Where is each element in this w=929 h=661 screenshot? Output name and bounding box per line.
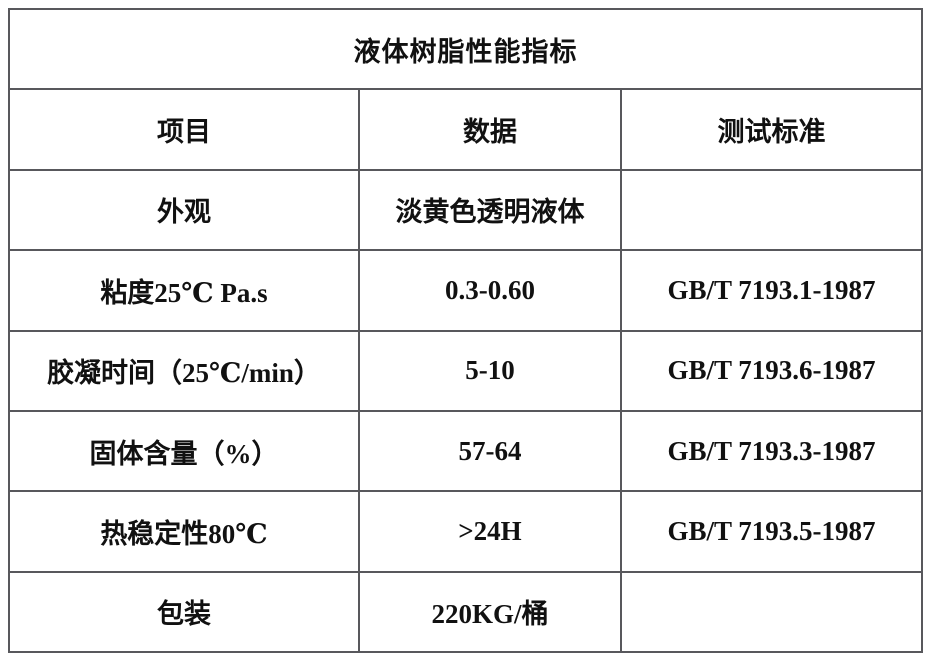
table-row: 热稳定性80℃ >24H GB/T 7193.5-1987 [8,490,924,573]
table-title: 液体树脂性能指标 [7,7,924,91]
column-header-item: 项目 [8,88,360,171]
table-header-row: 项目 数据 测试标准 [8,88,924,171]
spec-table: 液体树脂性能指标 项目 数据 测试标准 外观 淡黄色透明液体 粘度25℃ Pa.… [7,7,924,654]
row-item-label: 热稳定性80℃ [8,490,360,573]
table-row: 包装 220KG/桶 [8,570,924,654]
row-item-label: 固体含量（%） [8,409,360,493]
row-data-value: 0.3-0.60 [358,249,622,332]
row-item-label: 外观 [8,168,360,252]
row-data-value: 5-10 [358,329,622,412]
table-row: 粘度25℃ Pa.s 0.3-0.60 GB/T 7193.1-1987 [8,249,924,332]
row-standard-value: GB/T 7193.5-1987 [619,490,924,573]
row-item-label: 粘度25℃ Pa.s [8,249,360,332]
row-data-value: 淡黄色透明液体 [358,168,622,252]
row-item-label: 胶凝时间（25℃/min） [8,329,360,412]
table-row: 胶凝时间（25℃/min） 5-10 GB/T 7193.6-1987 [8,329,924,412]
row-data-value: 57-64 [358,409,622,493]
column-header-standard: 测试标准 [619,88,924,171]
table-title-row: 液体树脂性能指标 [7,7,924,91]
table-row: 固体含量（%） 57-64 GB/T 7193.3-1987 [8,409,924,493]
row-standard-value: GB/T 7193.6-1987 [619,329,924,412]
row-standard-value: GB/T 7193.1-1987 [619,249,924,332]
row-standard-value [619,168,924,252]
row-data-value: 220KG/桶 [358,570,622,654]
row-item-label: 包装 [8,570,360,654]
row-standard-value [619,570,924,654]
row-data-value: >24H [358,490,622,573]
row-standard-value: GB/T 7193.3-1987 [619,409,924,493]
column-header-data: 数据 [358,88,622,171]
table-row: 外观 淡黄色透明液体 [8,168,924,252]
